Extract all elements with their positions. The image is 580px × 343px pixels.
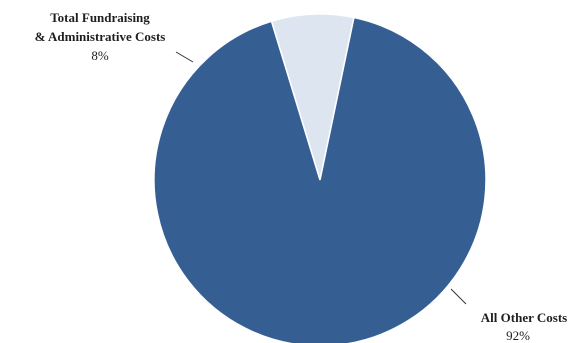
pie-slice-1 bbox=[153, 16, 487, 343]
slice-label-fundraising-line-2: & Administrative Costs bbox=[35, 29, 166, 44]
slice-percent-all-other: 92% bbox=[506, 328, 530, 343]
leader-line-fundraising bbox=[175, 51, 194, 63]
slice-percent-fundraising: 8% bbox=[91, 48, 109, 63]
pie-slices bbox=[153, 13, 487, 343]
slice-label-fundraising-admin: Total Fundraising & Administrative Costs… bbox=[35, 10, 166, 63]
leader-line-all-other bbox=[450, 288, 467, 305]
slice-label-all-other: All Other Costs 92% bbox=[481, 310, 567, 343]
slice-label-fundraising-line-1: Total Fundraising bbox=[50, 10, 150, 25]
slice-label-all-other-line-1: All Other Costs bbox=[481, 310, 567, 325]
